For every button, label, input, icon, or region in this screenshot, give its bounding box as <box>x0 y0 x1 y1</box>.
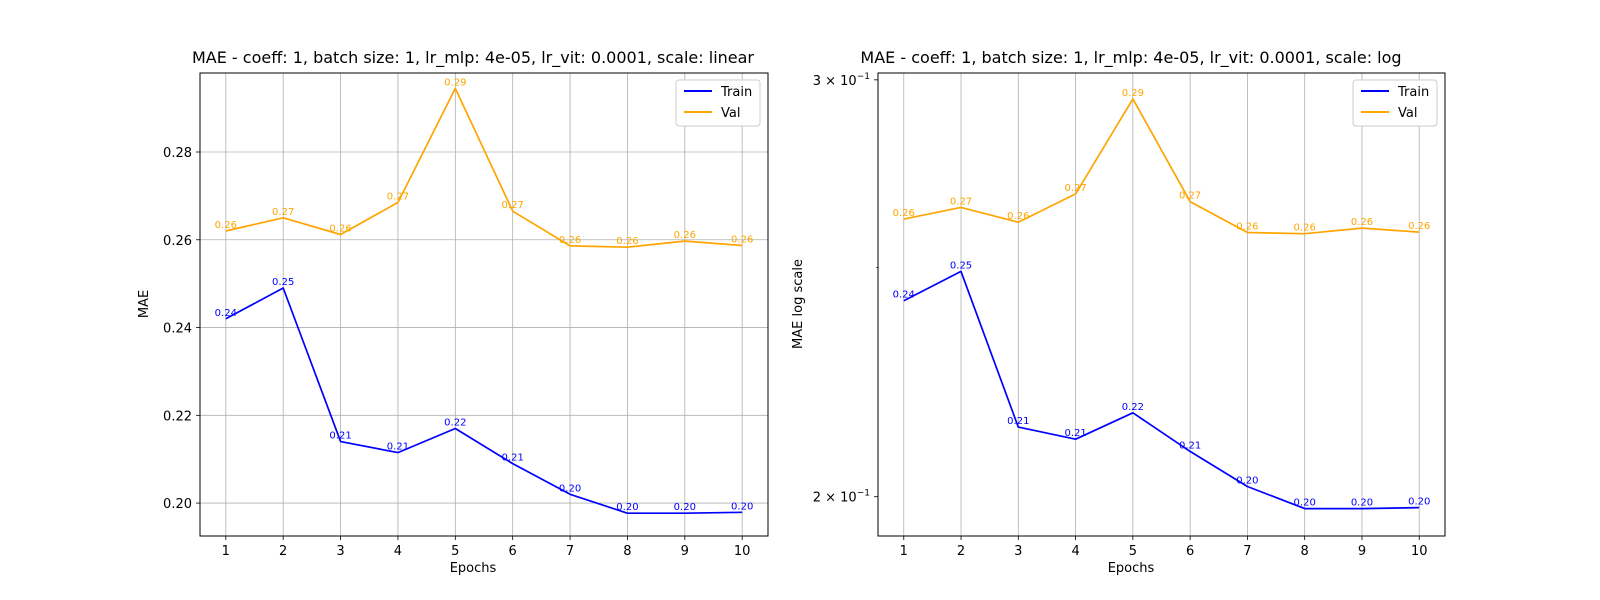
x-tick-label: 5 <box>451 544 459 559</box>
linear-chart-panel: MAE - coeff: 1, batch size: 1, lr_mlp: 4… <box>137 48 769 576</box>
legend-train-label-log: Train <box>1397 85 1429 100</box>
x-tick-label: 10 <box>1411 544 1428 559</box>
data-label-train: 0.20 <box>1408 497 1430 508</box>
x-tick-label: 10 <box>734 544 751 559</box>
data-label-val: 0.27 <box>1179 191 1201 202</box>
data-label-train: 0.20 <box>1236 475 1258 486</box>
x-tick-label: 4 <box>394 544 402 559</box>
data-label-train: 0.24 <box>215 308 237 319</box>
legend-train-label-linear: Train <box>720 85 752 100</box>
y-tick-label: 0.26 <box>163 234 192 249</box>
data-label-val: 0.27 <box>387 191 409 202</box>
data-label-val: 0.26 <box>731 234 753 245</box>
x-tick-label: 7 <box>566 544 574 559</box>
data-label-val: 0.26 <box>1236 222 1258 233</box>
data-label-val: 0.26 <box>559 235 581 246</box>
y-tick-label: 0.22 <box>163 409 192 424</box>
data-label-train: 0.21 <box>1007 416 1029 427</box>
x-tick-label: 2 <box>279 544 287 559</box>
data-label-train: 0.21 <box>1064 428 1086 439</box>
plot-frame-linear <box>199 72 769 537</box>
y-tick-label: 0.28 <box>163 146 192 161</box>
series-line-train-linear <box>225 287 743 515</box>
data-label-val: 0.26 <box>215 220 237 231</box>
y-tick-label: 0.20 <box>163 497 192 512</box>
x-axis-label-linear: Epochs <box>450 561 497 576</box>
data-label-train: 0.20 <box>1294 498 1316 509</box>
data-label-val: 0.29 <box>444 77 466 88</box>
x-tick-label: 2 <box>957 544 965 559</box>
data-label-val: 0.26 <box>616 236 638 247</box>
data-label-val: 0.26 <box>1408 221 1430 232</box>
data-label-train: 0.20 <box>1351 498 1373 509</box>
data-label-train: 0.25 <box>272 277 294 288</box>
x-tick-label: 7 <box>1243 544 1251 559</box>
x-axis-label-log: Epochs <box>1108 561 1155 576</box>
series-line-val-log <box>903 98 1420 235</box>
chart-title-log: MAE - coeff: 1, batch size: 1, lr_mlp: 4… <box>860 48 1401 68</box>
data-label-train: 0.21 <box>1179 440 1201 451</box>
data-label-train: 0.22 <box>1122 402 1144 413</box>
data-label-train: 0.25 <box>950 260 972 271</box>
data-label-val: 0.26 <box>1351 217 1373 228</box>
x-tick-label: 1 <box>900 544 908 559</box>
x-tick-label: 9 <box>681 544 689 559</box>
y-axis-label-linear: MAE <box>137 290 152 318</box>
x-tick-label: 1 <box>222 544 230 559</box>
series-line-train-log <box>903 270 1420 510</box>
data-label-val: 0.27 <box>1064 183 1086 194</box>
legend-log: Train Val <box>1352 79 1438 127</box>
y-tick-label: 3 × 10−1 <box>813 72 870 89</box>
data-label-val: 0.29 <box>1122 88 1144 99</box>
x-tick-label: 3 <box>336 544 344 559</box>
data-label-val: 0.27 <box>950 196 972 207</box>
data-label-train: 0.21 <box>502 453 524 464</box>
data-label-val: 0.27 <box>272 207 294 218</box>
y-tick-label: 2 × 10−1 <box>813 489 870 506</box>
y-axis-label-log: MAE log scale <box>791 259 806 349</box>
x-tick-label: 6 <box>509 544 517 559</box>
x-tick-label: 8 <box>1301 544 1309 559</box>
x-tick-label: 6 <box>1186 544 1194 559</box>
data-label-val: 0.26 <box>893 208 915 219</box>
data-label-val: 0.26 <box>1294 223 1316 234</box>
data-label-train: 0.21 <box>387 442 409 453</box>
data-label-train: 0.24 <box>893 290 915 301</box>
y-tick-label: 0.24 <box>163 322 192 337</box>
legend-val-label-log: Val <box>1398 106 1417 121</box>
legend-val-label-linear: Val <box>721 106 740 121</box>
data-label-val: 0.26 <box>1007 211 1029 222</box>
data-label-train: 0.20 <box>616 502 638 513</box>
data-label-train: 0.20 <box>674 502 696 513</box>
legend-linear: Train Val <box>675 79 761 127</box>
x-tick-label: 4 <box>1071 544 1079 559</box>
data-label-train: 0.20 <box>559 483 581 494</box>
log-chart-panel: MAE - coeff: 1, batch size: 1, lr_mlp: 4… <box>791 48 1446 576</box>
plot-frame-log <box>877 72 1446 537</box>
data-label-val: 0.27 <box>502 200 524 211</box>
data-label-val: 0.26 <box>674 230 696 241</box>
data-label-val: 0.26 <box>329 224 351 235</box>
x-tick-label: 5 <box>1129 544 1137 559</box>
data-label-train: 0.20 <box>731 501 753 512</box>
series-line-val-linear <box>225 87 743 249</box>
x-tick-label: 9 <box>1358 544 1366 559</box>
chart-title-linear: MAE - coeff: 1, batch size: 1, lr_mlp: 4… <box>192 48 754 68</box>
data-label-train: 0.21 <box>329 431 351 442</box>
x-tick-label: 3 <box>1014 544 1022 559</box>
data-label-train: 0.22 <box>444 417 466 428</box>
x-tick-label: 8 <box>623 544 631 559</box>
